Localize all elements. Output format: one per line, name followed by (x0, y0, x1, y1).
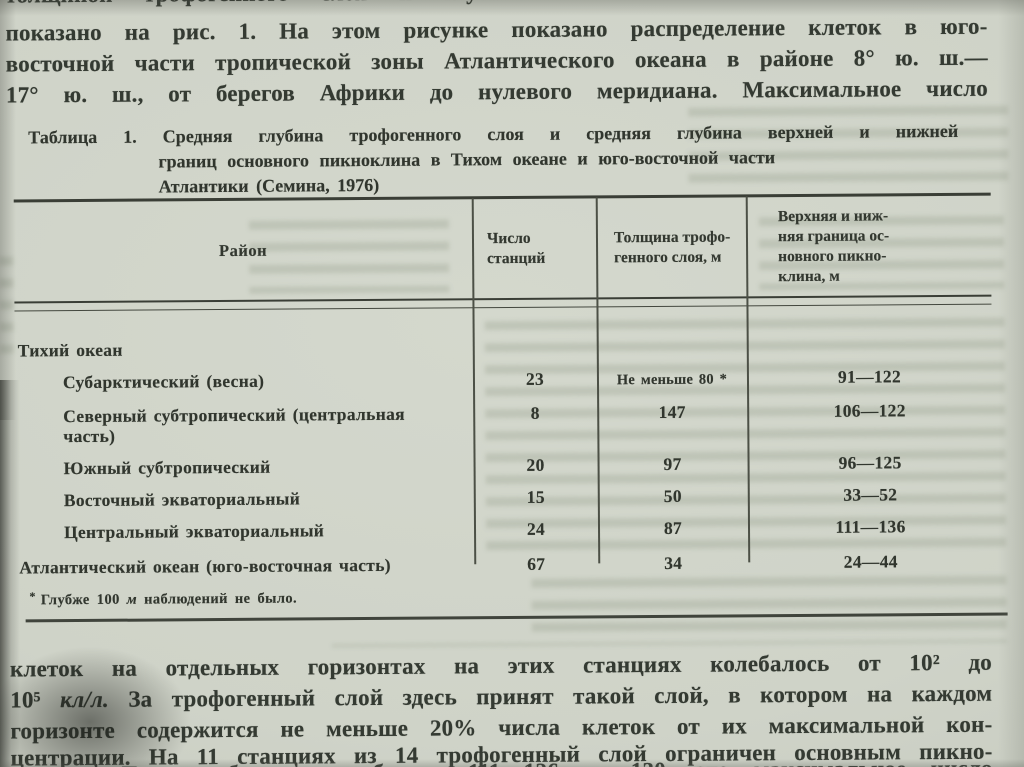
table-header-row: Район Число станций Толщина трофо- генно… (14, 196, 992, 302)
row-pycnocline-value: 106—122 (833, 400, 906, 421)
paragraph-unit-italic: кл/л. (59, 686, 110, 713)
paragraph-text: 10⁵ (10, 687, 61, 713)
table-row: Центральный экваториальный 24 87 111—136 (16, 516, 993, 543)
footnote-text: наблюдений не было. (137, 590, 298, 608)
row-stations-value (473, 336, 597, 337)
header-text: генного слоя, м (614, 248, 722, 266)
header-text: Верхняя и ниж- (777, 206, 889, 225)
header-cell-thickness: Толщина трофо- генного слоя, м (596, 197, 747, 297)
header-text: Толщина трофо- (613, 227, 731, 246)
row-thickness-value: 87 (663, 517, 683, 538)
row-pycnocline-value: 33—52 (843, 484, 898, 505)
header-text: няя граница ос- (777, 226, 890, 245)
row-thickness-value: Не меньше 80 * (616, 371, 728, 389)
table-row: Южный субтропический 20 97 96—125 (16, 452, 993, 479)
table-row: Субарктический (весна) 23 Не меньше 80 *… (15, 366, 992, 395)
table-footnote: * Глубже 100 м наблюдений не было. (29, 588, 297, 610)
row-region-label: Восточный экваториальный (63, 488, 301, 511)
footnote-text: Глубже 100 (40, 591, 127, 609)
paragraph-text: За трофогенный слой здесь принят такой с… (108, 680, 993, 712)
data-table: Район Число станций Толщина трофо- генно… (13, 192, 994, 605)
row-pycnocline-value (747, 334, 992, 336)
row-region-label: Центральный экваториальный (63, 520, 325, 543)
header-text: Число (486, 229, 531, 247)
footnote-marker: * (29, 589, 36, 604)
row-thickness-value (597, 335, 747, 336)
header-cell-stations: Число станций (472, 198, 597, 298)
row-region-label: Субарктический (весна) (62, 370, 265, 393)
row-region-label: Атлантический океан (юго-восточная часть… (19, 554, 391, 578)
row-region-label: Северный субтропический (центральная час… (63, 403, 405, 447)
header-cell-pycnocline: Верхняя и ниж- няя граница ос- новного п… (746, 196, 992, 297)
row-pycnocline-value: 24—44 (843, 551, 898, 572)
header-text: новного пикно- (778, 246, 887, 265)
bleed-through-artifact (0, 243, 14, 364)
footnote-unit: м (126, 591, 138, 608)
row-thickness-value: 34 (664, 552, 683, 573)
section-divider-rule (25, 612, 1008, 622)
row-pycnocline-value: 96—125 (838, 452, 902, 473)
table-body-rows: Тихий океан Субарктический (весна) 23 Не… (15, 334, 994, 605)
table-row: Северный субтропический (центральная час… (15, 400, 992, 447)
row-region-label: Южный субтропический (63, 456, 271, 479)
paragraph-line-cut: толщиной трофогенного слоя и глубиной по… (5, 0, 987, 11)
row-stations-value: 15 (526, 486, 545, 507)
row-pycnocline-value: 91—122 (837, 366, 902, 387)
row-stations-value: 20 (526, 454, 545, 475)
table-row: Тихий океан (15, 334, 992, 361)
header-text: Район (218, 240, 268, 260)
row-stations-value: 24 (526, 518, 546, 539)
row-stations-value: 8 (530, 402, 540, 423)
paragraph-line: 17° ю. ш., от берегов Африки до нулевого… (5, 75, 989, 108)
row-stations-value: 67 (527, 553, 546, 574)
table-caption-line: границ основного пикноклина в Тихом океа… (158, 147, 776, 172)
row-pycnocline-value: 111—136 (835, 516, 906, 537)
row-region-label: Тихий океан (17, 339, 123, 361)
bleed-through-artifact (331, 626, 1007, 648)
table-row: Атлантический океан (юго-восточная часть… (16, 551, 993, 578)
row-thickness-value: 147 (658, 401, 686, 422)
table-caption-line: Атлантики (Семина, 1976) (158, 174, 380, 197)
header-text: станций (487, 249, 546, 267)
header-text: клина, м (778, 267, 840, 285)
header-cell-region: Район (14, 199, 473, 301)
table-row: Восточный экваториальный 15 50 33—52 (16, 484, 993, 511)
table-caption-line: Таблица 1. Средняя глубина трофогенного … (28, 120, 959, 148)
row-thickness-value: 50 (663, 485, 682, 506)
row-stations-value: 23 (525, 368, 545, 389)
row-thickness-value: 97 (663, 453, 682, 474)
